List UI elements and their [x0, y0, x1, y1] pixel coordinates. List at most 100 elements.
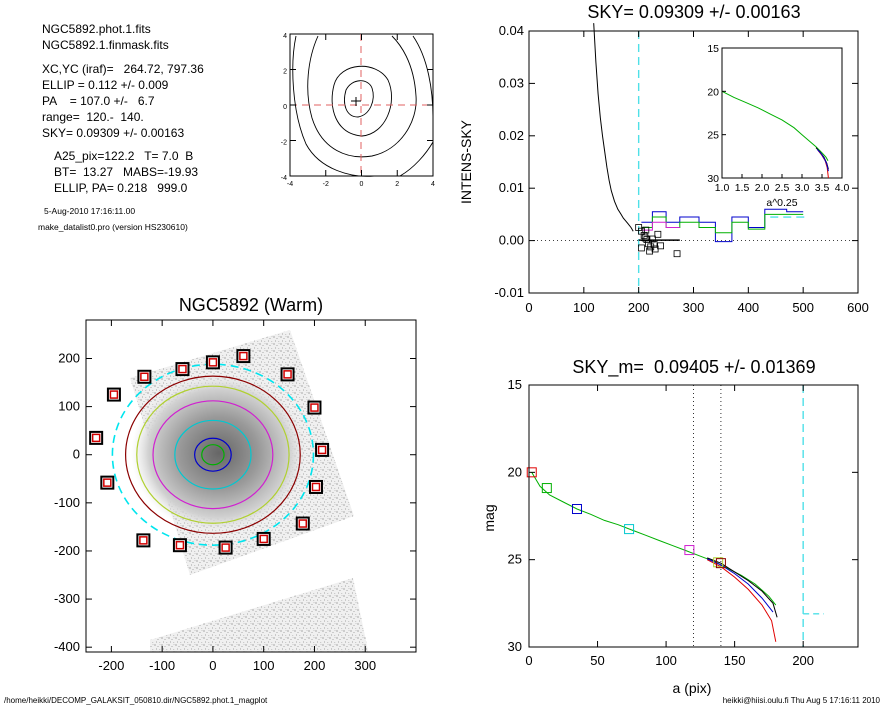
x-tick-label: 4.0	[835, 182, 850, 194]
isophote-ellipse	[125, 375, 301, 534]
x-tick-label: 150	[724, 653, 746, 668]
mag-series-line	[706, 559, 777, 642]
x-tick-label: 50	[590, 653, 604, 668]
mask-marker-inner	[140, 372, 149, 382]
center-cross	[351, 97, 361, 106]
sky-series-line	[641, 213, 804, 234]
sky-title: SKY= 0.09309 +/- 0.00163	[587, 2, 800, 22]
x-tick-label: 400	[737, 300, 759, 315]
image-frame	[85, 319, 417, 653]
mask-marker-inner	[221, 543, 230, 552]
info-line: A25_pix=122.2 T= 7.0 B	[54, 149, 193, 163]
sky-sample-box	[657, 242, 664, 250]
galaxy-image-panel: NGC5892 (Warm) -200 -100 0 100 200 300 200 100 0…	[54, 295, 417, 673]
x-tick-label: 2.0	[755, 182, 770, 194]
mag-series-line	[531, 472, 777, 606]
mag-axis-ticks: 0 50 100 150 200 15 20 25 30	[508, 377, 858, 668]
sky-sample-box	[650, 240, 658, 248]
y-tick-label: 0	[73, 447, 80, 462]
y-tick-label: 200	[58, 350, 80, 365]
x-tick-label: 4	[431, 181, 435, 188]
isophote-marker	[684, 545, 695, 556]
contour-lines	[292, 35, 434, 177]
x-tick-label: 3.5	[815, 182, 830, 194]
y-tick-label: 30	[707, 173, 719, 185]
image-axis-ticks: -200 -100 0 100 200 300 200 100 0 -100 -200 -300 -40…	[54, 320, 416, 673]
image-field	[130, 330, 369, 652]
x-tick-label: 3.0	[795, 182, 810, 194]
image-title: NGC5892 (Warm)	[179, 295, 323, 315]
info-line: BT= 13.27 MABS=-19.93	[54, 165, 198, 179]
x-tick-label: 1.0	[715, 182, 730, 194]
noise-strip	[150, 578, 369, 652]
sky-profile-panel: SKY= 0.09309 +/- 0.00163 INTENS-SKY 0 100…	[458, 2, 869, 315]
y-tick-label: 0.00	[499, 233, 524, 248]
mask-marker-inner	[311, 482, 321, 492]
x-tick-label: 200	[792, 653, 814, 668]
inset-panel: 1.0 1.5 2.0 2.5 3.0 3.5 4.0 15 20 25 30 a^0.25	[707, 43, 849, 209]
info-line: SKY= 0.09309 +/- 0.00163	[42, 126, 184, 140]
sky-sample-box	[646, 247, 654, 255]
x-tick-label: 0	[525, 300, 532, 315]
y-tick-label: 20	[508, 464, 522, 479]
mask-marker-inner	[310, 403, 319, 412]
sky-series-line	[593, 23, 634, 232]
y-tick-label: 4	[283, 33, 287, 40]
contour-plot: -4 -2 0 2 4 4 2 0 -2 -4	[281, 33, 435, 188]
isophote-marker	[715, 558, 726, 569]
inset-plot-body	[721, 90, 829, 179]
mag-plot-body	[526, 385, 824, 647]
x-tick-label: -2	[323, 181, 329, 188]
isophote-ellipse	[152, 400, 274, 510]
x-tick-label: 1.5	[735, 182, 750, 194]
mag-frame	[528, 384, 859, 648]
y-tick-label: -2	[281, 140, 287, 147]
mask-marker-inner	[298, 519, 308, 528]
mag-profile-panel: SKY_m= 0.09405 +/- 0.01369 mag a (pix) 0…	[481, 357, 859, 696]
y-tick-label: 25	[707, 130, 719, 142]
footer-host: heikki@hiisi.oulu.fi Thu Aug 5 17:16:11 …	[723, 696, 881, 705]
x-tick-label: 200	[628, 300, 650, 315]
mask-marker-inner	[91, 433, 101, 443]
sky-sample-box	[673, 250, 681, 258]
x-tick-label: 0	[209, 658, 216, 673]
sky-series-line	[641, 221, 680, 231]
inset-xlabel: a^0.25	[766, 197, 797, 209]
mag-title: SKY_m= 0.09405 +/- 0.01369	[572, 357, 815, 378]
x-tick-label: 100	[655, 653, 677, 668]
x-tick-label: 100	[253, 658, 275, 673]
mask-marker-inner	[103, 478, 112, 487]
y-tick-label: -400	[54, 639, 80, 654]
program-stamp: make_datalist0.pro (version HS230610)	[38, 222, 188, 232]
y-tick-label: 15	[707, 43, 719, 55]
mask-marker-inner	[175, 540, 185, 550]
y-tick-label: -200	[54, 543, 80, 558]
y-tick-label: 2	[283, 69, 287, 76]
sky-plot-body	[529, 23, 858, 293]
y-tick-label: 15	[508, 377, 522, 392]
y-tick-label: 0.04	[499, 23, 524, 38]
mask-marker-inner	[317, 445, 327, 455]
x-tick-label: 300	[683, 300, 705, 315]
y-tick-label: 0	[283, 104, 287, 111]
mask-marker-inner	[259, 534, 268, 544]
info-line: range= 120.- 140.	[42, 110, 144, 124]
info-line: PA = 107.0 +/- 6.7	[42, 94, 155, 108]
x-tick-label: 300	[354, 658, 376, 673]
sky-sample-box	[648, 235, 656, 243]
sky-sample-box	[654, 230, 662, 238]
isophote-ellipse	[174, 419, 252, 490]
mag-series-line	[707, 557, 778, 618]
y-tick-label: 0.03	[499, 75, 524, 90]
y-tick-label: 100	[58, 399, 80, 414]
y-tick-label: -300	[54, 591, 80, 606]
sky-sample-box	[638, 244, 645, 252]
x-tick-label: 100	[573, 300, 595, 315]
y-tick-label: 30	[508, 639, 522, 654]
x-tick-label: 500	[792, 300, 814, 315]
isophote-ellipse	[136, 385, 290, 524]
mag-ylabel: mag	[481, 504, 497, 531]
y-tick-label: 25	[508, 552, 522, 567]
x-tick-label: -4	[287, 181, 293, 188]
